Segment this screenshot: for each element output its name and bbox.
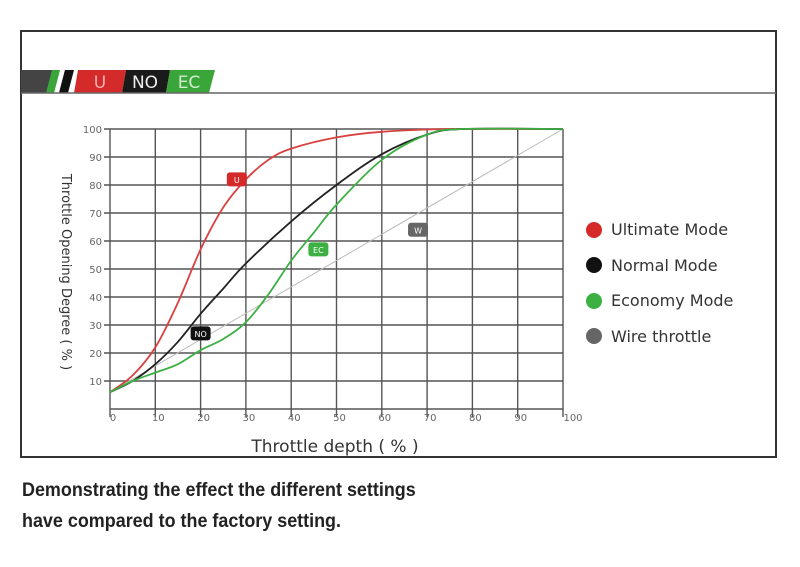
x-tick-label: 100 (563, 413, 582, 424)
series-tag-label: W (414, 226, 422, 235)
x-tick-label: 90 (514, 413, 527, 424)
series-tag-label: EC (313, 246, 324, 255)
banner-stripe-red (74, 70, 126, 93)
series-line-economy-mode (109, 127, 564, 394)
banner-stripe-black (59, 70, 74, 93)
y-tick-label: 10 (89, 377, 102, 388)
series-tag-badge (408, 222, 429, 237)
x-tick-label: 20 (197, 413, 210, 424)
caption-line-1: Demonstrating the effect the different s… (22, 479, 416, 501)
series-tag-badge (308, 242, 329, 257)
x-tick-label: 80 (469, 413, 482, 424)
caption-line-2: have compared to the factory setting. (22, 510, 342, 532)
series-tag-label: NO (194, 330, 206, 339)
legend-label: Normal Mode (611, 255, 718, 275)
y-tick-label: 50 (89, 265, 102, 276)
legend-item: Ultimate Mode (586, 212, 733, 248)
banner-stripe-green (46, 70, 60, 93)
legend-marker-icon (586, 221, 602, 238)
chart-frame (20, 30, 777, 458)
legend-item: Wire throttle (586, 319, 733, 355)
y-tick-label: 20 (89, 349, 102, 360)
banner-stripe-black2 (122, 70, 170, 93)
x-tick-label: 60 (378, 413, 391, 424)
banner-stripe-white (54, 70, 65, 93)
y-tick-label: 80 (89, 181, 102, 192)
banner-label-u: U (94, 73, 106, 93)
tick-labels: 0 10 20 30 40 50 60 70 80 90 100 10 20 30 40 50 60 70 80 90… (83, 125, 583, 424)
legend-label: Economy Mode (611, 291, 734, 311)
y-tick-label: 70 (89, 209, 102, 220)
legend-item: Normal Mode (586, 248, 733, 284)
x-axis-label: Throttle depth ( % ) (250, 437, 418, 457)
y-tick-label: 100 (83, 125, 102, 136)
legend-marker-icon (586, 328, 602, 345)
y-axis-label: Throttle Opening Degree ( % ) (58, 173, 73, 370)
series-line-ultimate-mode (109, 127, 564, 393)
y-tick-label: 30 (89, 321, 102, 332)
series-tag-badge (190, 326, 211, 341)
x-tick-label: 40 (288, 413, 301, 424)
banner-label-no: NO (132, 73, 158, 93)
legend: Ultimate Mode Normal Mode Economy Mode Wire… (586, 212, 733, 354)
x-tick-label: 10 (152, 413, 165, 424)
banner-stripe-green2 (166, 70, 215, 93)
banner-label-ec: EC (178, 73, 201, 93)
series-tags: W U NO EC (190, 172, 429, 341)
series-tag-label: U (234, 176, 240, 185)
legend-marker-icon (586, 257, 602, 274)
y-tick-label: 90 (89, 153, 102, 164)
x-tick-label: 30 (243, 413, 256, 424)
x-tick-label: 0 (110, 413, 116, 424)
mode-banner: U NO EC (21, 70, 776, 94)
legend-item: Economy Mode (586, 283, 733, 319)
legend-marker-icon (586, 292, 602, 309)
y-tick-label: 60 (89, 237, 102, 248)
series-lines (109, 127, 564, 394)
y-tick-label: 40 (89, 293, 102, 304)
series-tag-badge (226, 172, 247, 187)
legend-label: Ultimate Mode (611, 220, 729, 240)
grid (104, 128, 564, 417)
x-tick-label: 70 (424, 413, 437, 424)
x-tick-label: 50 (333, 413, 346, 424)
legend-label: Wire throttle (611, 326, 712, 346)
